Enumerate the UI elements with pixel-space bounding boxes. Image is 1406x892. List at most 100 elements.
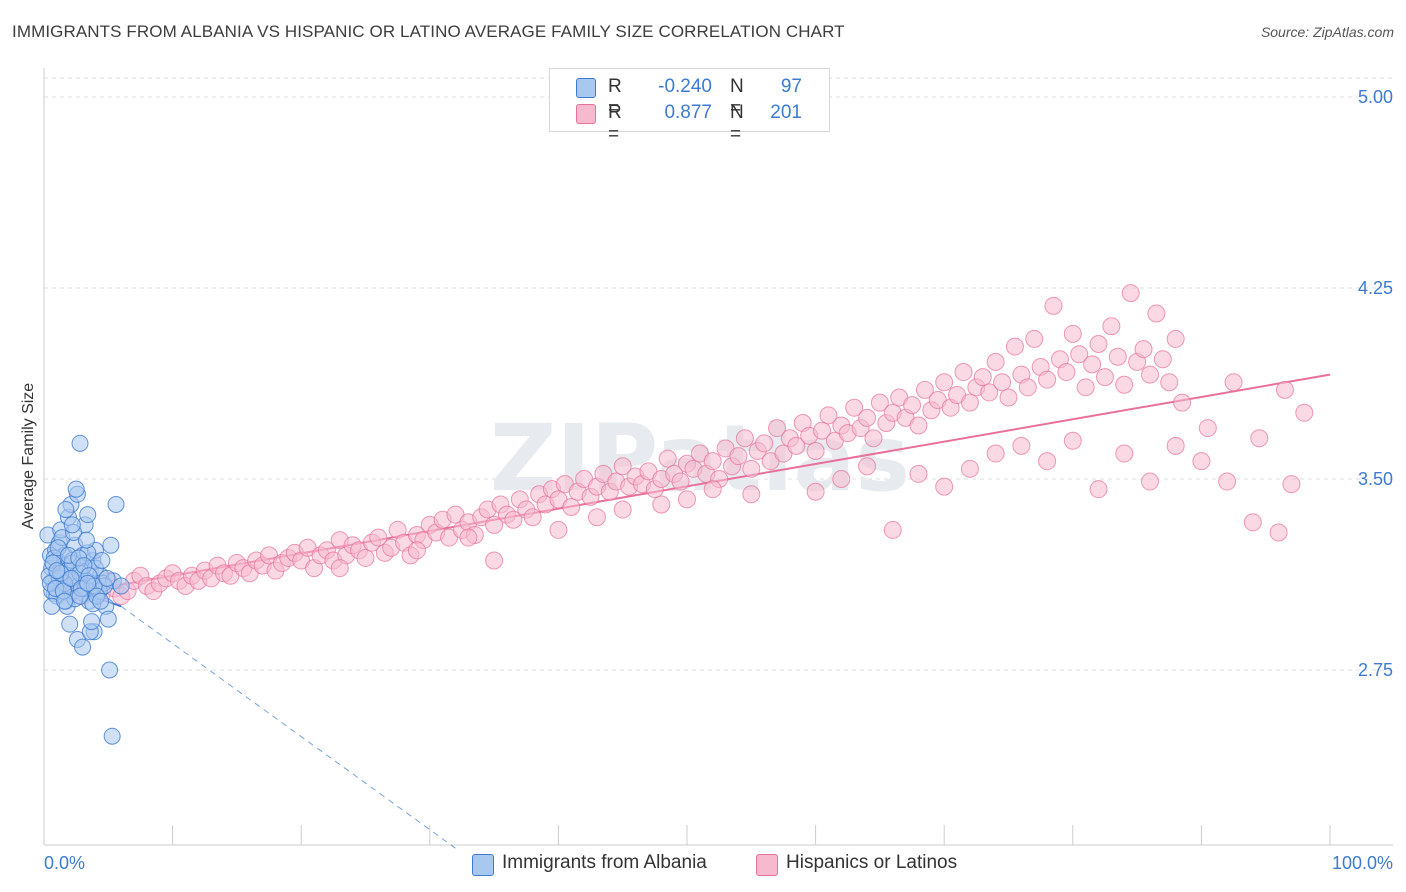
hispanic-point bbox=[485, 515, 504, 534]
hispanic-point bbox=[1147, 304, 1166, 323]
hispanic-point bbox=[742, 485, 761, 504]
hispanic-point bbox=[1115, 444, 1134, 463]
y-tick-label: 2.75 bbox=[1358, 660, 1393, 680]
hispanic-point bbox=[819, 406, 838, 425]
hispanic-point bbox=[806, 482, 825, 501]
albania-point bbox=[92, 592, 110, 610]
hispanic-point bbox=[999, 388, 1018, 407]
hispanic-point bbox=[1057, 363, 1076, 382]
hispanic-point bbox=[832, 470, 851, 488]
hispanic-point bbox=[742, 459, 761, 478]
hispanic-point bbox=[562, 498, 581, 517]
hispanic-point bbox=[1224, 373, 1243, 392]
legend-n-value: 201 bbox=[770, 102, 802, 123]
albania-point bbox=[102, 536, 120, 554]
correlation-legend: R = -0.240 N = 97 R = 0.877 N = 201 bbox=[549, 68, 830, 145]
hispanic-point bbox=[1134, 340, 1153, 359]
albania-point bbox=[71, 434, 89, 452]
hispanic-point bbox=[613, 457, 632, 476]
hispanic-point bbox=[813, 421, 832, 440]
hispanic-point bbox=[1153, 350, 1172, 369]
y-tick-label: 4.25 bbox=[1358, 278, 1393, 298]
hispanic-point bbox=[1018, 378, 1037, 397]
hispanic-point bbox=[356, 548, 375, 567]
y-tick-labels: 2.75 3.50 4.25 5.00 bbox=[1358, 87, 1393, 680]
albania-point bbox=[62, 569, 80, 587]
albania-point bbox=[79, 574, 97, 592]
hispanic-point bbox=[369, 528, 388, 547]
albania-point bbox=[71, 587, 89, 605]
hispanic-point bbox=[1108, 347, 1127, 366]
hispanic-point bbox=[909, 416, 928, 435]
hispanic-point bbox=[1166, 436, 1185, 455]
y-tick-label: 5.00 bbox=[1358, 87, 1393, 107]
albania-point bbox=[56, 592, 74, 610]
hispanic-point bbox=[883, 520, 902, 539]
albania-point bbox=[107, 495, 125, 513]
legend-n-value: 97 bbox=[780, 76, 802, 97]
hispanic-point bbox=[993, 373, 1012, 392]
albania-point bbox=[79, 506, 97, 524]
legend-n-label: N = bbox=[730, 102, 744, 145]
axes bbox=[43, 68, 1393, 846]
hispanic-point bbox=[935, 373, 954, 392]
hispanic-point bbox=[1140, 472, 1159, 491]
hispanic-point bbox=[1070, 345, 1089, 364]
albania-point bbox=[93, 551, 111, 569]
hispanic-point bbox=[523, 508, 542, 527]
hispanic-point bbox=[1095, 368, 1114, 387]
hispanic-point bbox=[504, 510, 523, 529]
hispanic-point bbox=[903, 396, 922, 415]
hispanic-point bbox=[787, 436, 806, 455]
albania-point bbox=[98, 569, 116, 587]
albania-point bbox=[63, 516, 81, 534]
hispanic-point bbox=[806, 441, 825, 460]
albania-point bbox=[101, 661, 119, 679]
hispanic-point bbox=[960, 393, 979, 412]
legend-swatch-pink bbox=[576, 104, 596, 124]
hispanic-point bbox=[915, 380, 934, 399]
legend-r-label: R = bbox=[608, 76, 622, 119]
hispanic-point bbox=[1218, 472, 1237, 491]
albania-point bbox=[77, 531, 95, 549]
hispanic-point bbox=[1038, 452, 1057, 471]
chart-title: IMMIGRANTS FROM ALBANIA VS HISPANIC OR L… bbox=[12, 22, 845, 41]
hispanic-point bbox=[1115, 375, 1134, 394]
hispanic-point bbox=[1275, 380, 1294, 399]
legend-r-value: 0.877 bbox=[664, 102, 712, 123]
albania-point bbox=[83, 613, 101, 631]
hispanic-point bbox=[909, 464, 928, 483]
hispanic-point bbox=[980, 383, 999, 402]
hispanic-point bbox=[1250, 429, 1269, 448]
albania-point bbox=[103, 727, 121, 745]
hispanic-point bbox=[652, 495, 671, 514]
hispanic-point bbox=[1044, 296, 1063, 315]
hispanic-point bbox=[485, 551, 504, 570]
hispanic-point bbox=[1121, 284, 1140, 303]
hispanic-point bbox=[1005, 337, 1024, 356]
hispanic-point bbox=[587, 508, 606, 527]
hispanic-point bbox=[1076, 378, 1095, 397]
albania-point bbox=[61, 615, 79, 633]
albania-point bbox=[99, 610, 117, 628]
y-tick-label: 3.50 bbox=[1358, 469, 1393, 489]
legend-r-value: -0.240 bbox=[658, 76, 712, 97]
hispanic-point bbox=[1089, 335, 1108, 354]
hispanic-point bbox=[1102, 317, 1121, 336]
hispanic-point bbox=[1063, 431, 1082, 450]
hispanic-point bbox=[1025, 329, 1044, 348]
legend-swatch-blue bbox=[576, 78, 596, 98]
legend-r-label: R = bbox=[608, 102, 622, 145]
hispanic-point bbox=[960, 459, 979, 478]
legend-n-label: N = bbox=[730, 76, 744, 119]
x-tick-label-min: 0.0% bbox=[44, 853, 85, 873]
hispanic-point bbox=[845, 398, 864, 417]
hispanic-point bbox=[1282, 475, 1301, 494]
hispanic-point bbox=[986, 444, 1005, 463]
hispanic-point bbox=[1012, 436, 1031, 455]
hispanic-point bbox=[1063, 324, 1082, 343]
hispanic-point bbox=[1243, 513, 1262, 532]
hispanic-point bbox=[671, 472, 690, 491]
hispanic-point bbox=[407, 541, 426, 560]
hispanic-point bbox=[459, 528, 478, 547]
